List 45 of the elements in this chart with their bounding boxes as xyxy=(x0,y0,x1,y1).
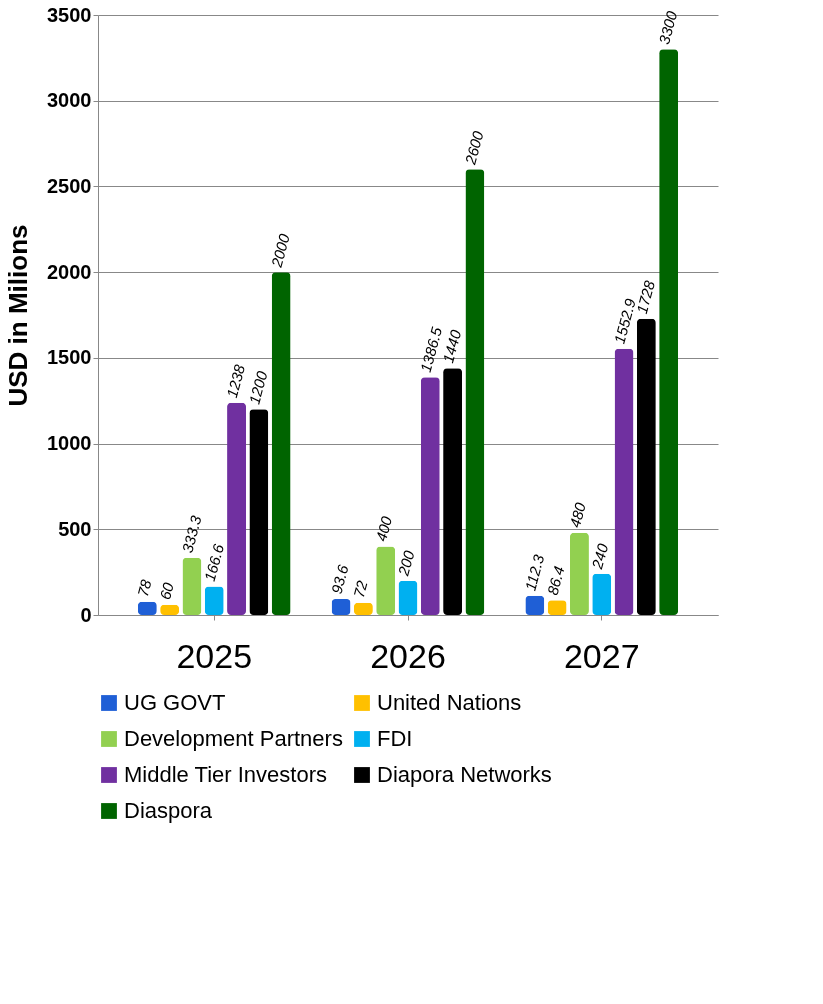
bar xyxy=(249,409,269,615)
legend-label: Diapora Networks xyxy=(377,762,552,787)
y-tick-label: 1000 xyxy=(47,432,92,455)
y-tick-label: 3500 xyxy=(47,3,92,26)
bar xyxy=(465,169,485,615)
bar xyxy=(398,580,418,615)
bar xyxy=(659,49,679,615)
data-label: 240 xyxy=(588,541,612,572)
bar xyxy=(569,532,589,615)
bar xyxy=(420,377,440,615)
x-tick-label: 2026 xyxy=(370,636,446,675)
legend-label: UG GOVT xyxy=(124,690,226,715)
data-label: 93.6 xyxy=(327,562,352,596)
data-label: 200 xyxy=(394,548,418,579)
data-label: 72 xyxy=(349,578,371,600)
data-label: 3300 xyxy=(655,8,681,46)
y-axis-title: USD in Milions xyxy=(3,224,34,407)
legend-label: United Nations xyxy=(377,690,522,715)
bar xyxy=(271,272,291,615)
y-tick-label: 2500 xyxy=(47,174,92,197)
data-label: 400 xyxy=(372,513,396,544)
bar xyxy=(443,368,463,615)
data-label: 78 xyxy=(133,577,155,599)
legend-label: FDI xyxy=(377,726,413,751)
legend-label: Middle Tier Investors xyxy=(124,762,327,787)
bar xyxy=(376,546,396,615)
bar xyxy=(636,318,656,615)
bar xyxy=(227,402,247,615)
y-tick-label: 3000 xyxy=(47,89,92,112)
data-label: 480 xyxy=(565,500,590,530)
legend-label: Diaspora xyxy=(124,798,213,823)
data-label: 60 xyxy=(156,580,178,602)
bar xyxy=(204,586,224,615)
bar xyxy=(614,348,634,615)
x-tick-label: 2027 xyxy=(563,636,640,675)
legend-label: Development Partners xyxy=(124,726,343,751)
y-tick-label: 500 xyxy=(58,517,92,540)
x-tick-label: 2025 xyxy=(176,636,253,675)
y-tick-label: 1500 xyxy=(47,346,92,369)
y-tick-label: 0 xyxy=(80,603,92,626)
bar xyxy=(182,557,202,615)
data-label: 2000 xyxy=(267,231,293,270)
bar xyxy=(592,573,612,615)
y-tick-label: 2000 xyxy=(47,260,92,283)
data-label: 2600 xyxy=(461,128,487,167)
